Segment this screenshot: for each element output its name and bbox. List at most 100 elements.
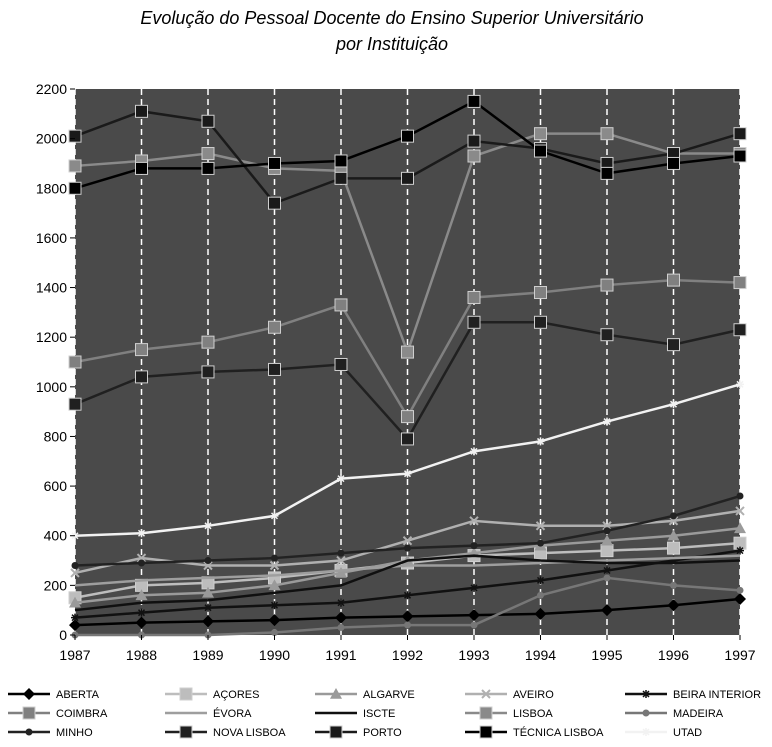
legend-label-acores: AÇORES [213,689,259,701]
legend-marker-algarve [330,688,342,699]
point-coimbra-1991 [334,298,348,312]
legend-item-utad: UTAD [625,727,702,739]
point-aveiro-1993 [469,516,479,526]
legend-label-lisboa: LISBOA [513,708,553,720]
point-aberta-1992 [401,610,414,623]
point-minho-1989 [204,557,212,565]
legend-item-iscte: ISCTE [315,708,395,720]
point-porto-1991 [334,171,348,185]
point-nova-lisboa-1993 [467,315,481,329]
point-beira-interior-1990 [270,601,279,610]
chart-title-line-1: Evolução do Pessoal Docente do Ensino Su… [140,8,643,28]
legend-marker-aveiro [481,689,491,699]
point-aveiro-1987 [70,568,80,578]
legend-marker-lisboa [479,706,493,720]
point-beira-interior-1992 [403,591,412,600]
series-line-evora [74,554,741,587]
series-minho [71,492,744,570]
point-aveiro-1991 [336,555,346,566]
point-tecnica-lisboa-1992 [401,129,414,143]
point-coimbra-1987 [68,355,82,369]
point-porto-1992 [401,171,414,185]
legend-label-porto: PORTO [363,727,402,739]
point-aberta-1987 [69,619,81,632]
point-minho-1992 [404,544,411,552]
point-coimbra-1997 [733,276,747,290]
point-madeira-1996 [670,581,677,589]
point-beira-interior-1987 [71,613,79,622]
legend: ABERTA AÇORES ALGARVE AVEIRO BEIRA INTERIOR C… [8,687,761,739]
point-coimbra-1996 [667,273,680,287]
point-aberta-1995 [601,604,613,617]
series-line-iscte [74,554,741,612]
legend-marker-porto [329,725,343,739]
point-algarve-1990 [268,579,281,591]
point-lisboa-1989 [201,147,215,161]
legend-marker-beira-interior [642,690,650,698]
y-tick-label-1200: 1200 [36,329,67,345]
point-nova-lisboa-1991 [334,357,348,371]
x-tick-label-1993: 1993 [458,647,489,663]
series-madeira [71,574,744,639]
point-aberta-1997 [734,593,746,606]
legend-label-tecnica-lisboa: TÉCNICA LISBOA [513,726,604,739]
point-porto-1989 [201,114,215,128]
x-tick-label-1995: 1995 [591,647,622,663]
x-tick-label-1987: 1987 [59,647,90,663]
point-utad-1992 [403,469,412,478]
point-tecnica-lisboa-1995 [600,166,614,180]
point-utad-1993 [470,447,478,456]
legend-marker-madeira [642,709,650,717]
point-nova-lisboa-1992 [401,432,414,446]
point-madeira-1990 [271,629,278,637]
y-tick-label-2200: 2200 [36,81,67,97]
point-coimbra-1988 [135,343,148,357]
point-coimbra-1994 [534,286,547,300]
legend-label-nova-lisboa: NOVA LISBOA [213,727,286,739]
point-madeira-1997 [736,586,744,594]
point-utad-1989 [204,521,212,530]
legend-label-utad: UTAD [673,727,702,739]
legend-label-coimbra: COIMBRA [56,708,108,720]
point-minho-1990 [271,554,278,562]
point-aveiro-1997 [735,506,745,516]
point-madeira-1994 [537,591,544,599]
x-tick-label-1990: 1990 [259,647,290,663]
x-tick-label-1997: 1997 [724,647,755,663]
point-aberta-1994 [534,607,547,620]
x-tick-label-1994: 1994 [525,647,556,663]
point-porto-1993 [467,134,481,148]
point-minho-1991 [337,549,345,557]
point-beira-interior-1988 [137,608,146,617]
y-tick-label-400: 400 [44,528,68,544]
legend-label-evora: ÉVORA [213,707,252,720]
point-aberta-1993 [468,609,480,622]
point-utad-1994 [536,437,545,446]
series-aveiro [70,506,745,578]
point-aberta-1996 [667,599,680,612]
point-porto-1988 [135,104,148,118]
point-aberta-1988 [135,616,148,629]
point-nova-lisboa-1997 [733,323,747,337]
legend-item-aberta: ABERTA [8,688,100,701]
legend-marker-tecnica-lisboa [479,725,493,739]
point-beira-interior-1994 [536,576,545,585]
point-aveiro-1994 [535,521,546,531]
point-nova-lisboa-1996 [667,338,680,352]
point-tecnica-lisboa-1994 [534,144,547,158]
legend-item-coimbra: COIMBRA [8,706,108,720]
legend-item-minho: MINHO [8,727,93,739]
point-nova-lisboa-1994 [534,315,547,329]
x-tick-label-1989: 1989 [192,647,223,663]
point-porto-1990 [268,196,281,210]
chart-title-line-2: por Instituição [335,34,448,54]
x-tick-label-1991: 1991 [325,647,356,663]
point-lisboa-1994 [534,127,547,141]
point-algarve-1991 [335,566,347,578]
point-algarve-1995 [601,534,613,546]
series-evora [74,554,741,587]
point-coimbra-1995 [600,278,614,292]
legend-item-beira-interior: BEIRA INTERIOR [625,689,761,701]
point-minho-1993 [470,542,478,550]
legend-item-porto: PORTO [315,725,402,739]
